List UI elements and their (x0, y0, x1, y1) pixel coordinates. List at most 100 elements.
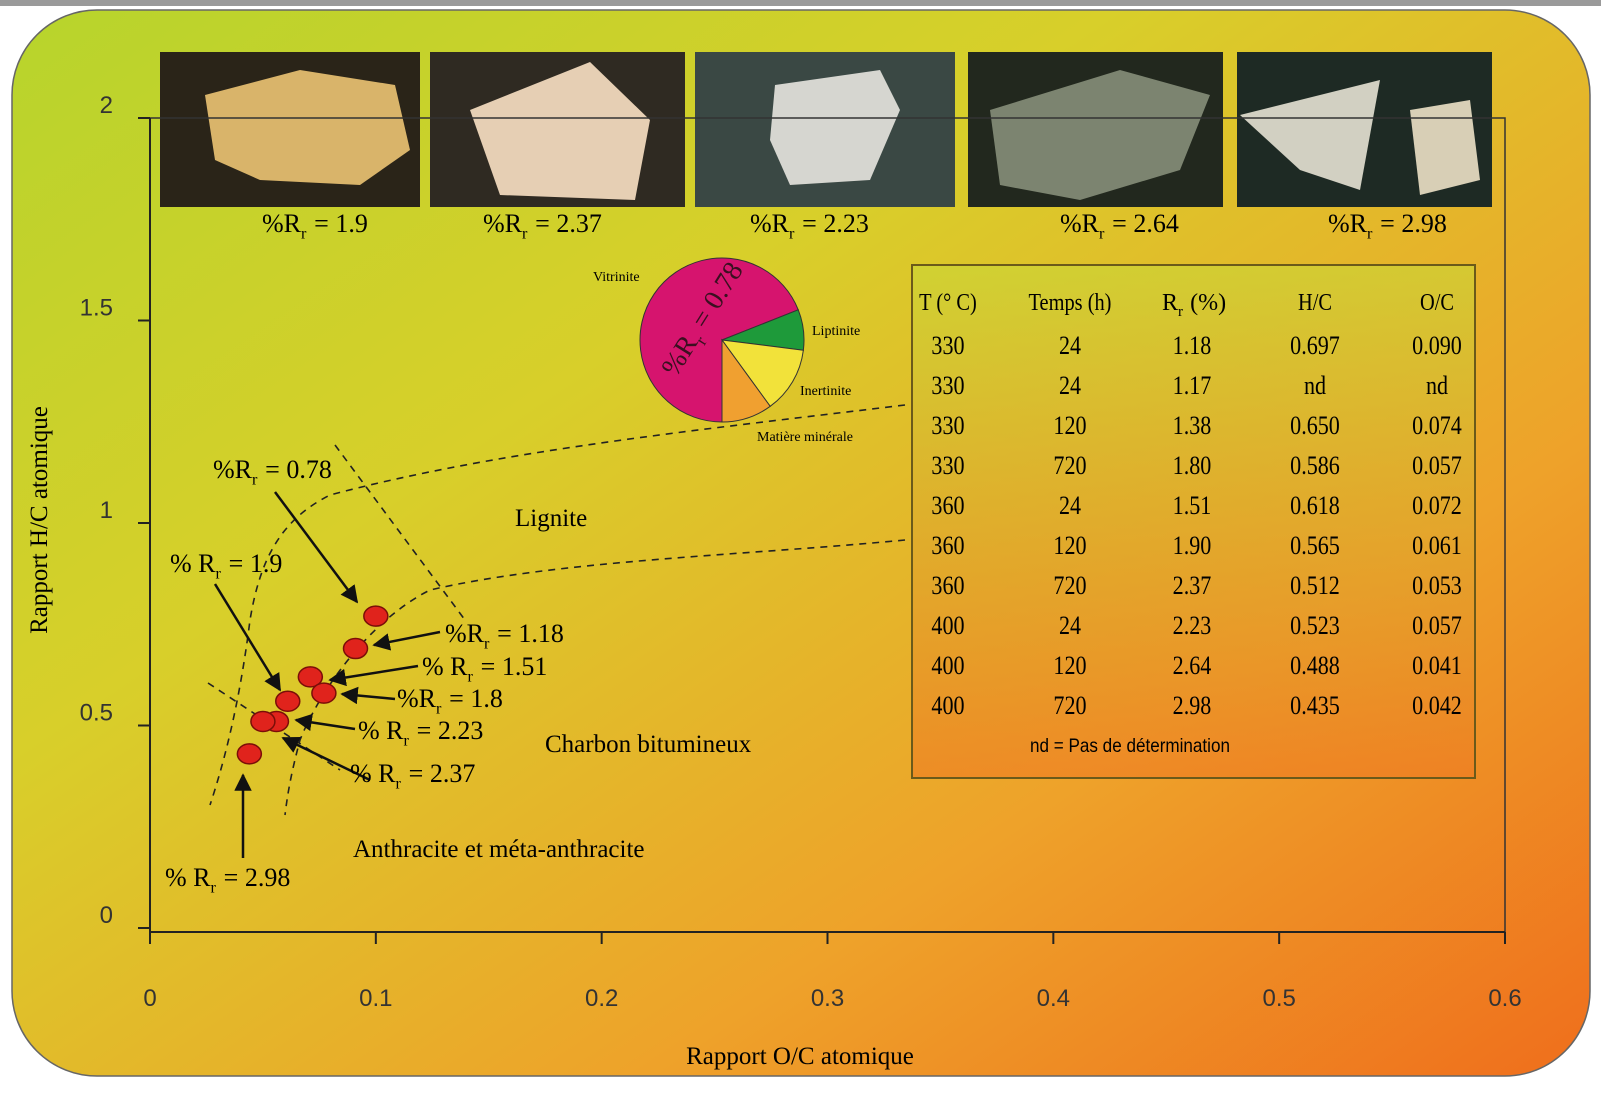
photo-caption-rest: = 2.37 (535, 209, 602, 238)
arrow (372, 630, 441, 651)
table-box (911, 264, 1476, 779)
photo-caption-main: %R (262, 209, 302, 238)
photo-caption-main: %R (750, 209, 790, 238)
table-cell: 0.512 (1290, 572, 1340, 600)
table-cell: 24 (1059, 372, 1081, 400)
table-cell: 2.37 (1173, 572, 1212, 600)
photo-caption-sub: r (789, 226, 795, 243)
photo-caption: %Rr = 2.98 (1328, 209, 1447, 243)
photo-caption: %Rr = 2.23 (750, 209, 869, 243)
table-cell: 720 (1053, 692, 1086, 720)
data-point (250, 710, 276, 733)
point-annotation: %Rr = 0.78 (213, 455, 332, 489)
point-annotation: % Rr = 2.98 (165, 863, 290, 897)
table-cell: 2.64 (1173, 652, 1212, 680)
data-point (342, 637, 369, 660)
y-tick-label: 1.5 (80, 295, 113, 322)
table-cell: 0.090 (1412, 332, 1462, 360)
table-cell: 360 (931, 572, 964, 600)
arrow (213, 583, 282, 692)
data-point (297, 666, 324, 688)
point-annotation-main: % R (170, 549, 216, 578)
table-cell: 1.90 (1173, 532, 1212, 560)
photos (160, 52, 1492, 207)
arrow (328, 664, 419, 687)
photo-caption: %Rr = 2.64 (1060, 209, 1179, 243)
table-cell: 330 (931, 452, 964, 480)
data-point (236, 743, 263, 765)
pie-slice (639, 257, 799, 423)
table-cell: 0.523 (1290, 612, 1340, 640)
table-cell: 1.80 (1173, 452, 1212, 480)
x-tick-label: 0.2 (585, 985, 618, 1012)
region-label: Charbon bitumineux (545, 731, 752, 758)
data-point (275, 690, 301, 712)
photo-caption-sub: r (1367, 226, 1373, 243)
table-cell: 0.041 (1412, 652, 1462, 680)
table-cell: 0.618 (1290, 492, 1340, 520)
photo-grain (205, 70, 410, 185)
table-header: H/C (1298, 288, 1332, 315)
table-cell: 1.51 (1173, 492, 1212, 520)
x-tick-label: 0.6 (1488, 985, 1521, 1012)
table-header-rest: (%) (1190, 290, 1226, 316)
photo-caption: %Rr = 2.37 (483, 209, 602, 243)
data-point (363, 605, 389, 627)
arrow (273, 491, 359, 604)
arrows (213, 491, 441, 858)
x-axis-label: Rapport O/C atomique (686, 1043, 914, 1070)
x-tick-label: 0.4 (1037, 985, 1070, 1012)
point-annotation-rest: = 1.51 (481, 652, 548, 681)
x-tick-label: 0.3 (811, 985, 844, 1012)
point-annotation-sub: r (216, 566, 222, 583)
arrow (281, 736, 371, 782)
point-annotation: % Rr = 2.37 (350, 759, 475, 793)
table-cell: 0.488 (1290, 652, 1340, 680)
table-header: T (° C) (919, 288, 977, 315)
table-cell: 720 (1053, 452, 1086, 480)
pie-slice (721, 338, 771, 423)
photo-grain (1410, 100, 1480, 195)
table-cell: 24 (1059, 492, 1081, 520)
table-header-main: R (1162, 290, 1178, 316)
photo-caption-rest: = 2.64 (1112, 209, 1179, 238)
table-cell: 2.98 (1173, 692, 1212, 720)
point-annotation-main: % R (358, 716, 404, 745)
table-cell: 0.586 (1290, 452, 1340, 480)
table-cell: 0.435 (1290, 692, 1340, 720)
table-cell: 0.057 (1412, 612, 1462, 640)
photo-caption-main: %R (483, 209, 523, 238)
point-annotation-sub: r (211, 880, 217, 897)
table-cell: 0.074 (1412, 412, 1462, 440)
photo-grain (1240, 80, 1380, 190)
top-bar (0, 0, 1601, 6)
photo-caption-rest: = 1.9 (314, 209, 368, 238)
pie-label: Vitrinite (593, 270, 640, 285)
arrow (294, 713, 356, 732)
region-label: Lignite (515, 505, 587, 532)
table-cell: 400 (931, 692, 964, 720)
table-header: Rr (%) (1162, 290, 1226, 320)
table-note: nd = Pas de détermination (1030, 735, 1230, 756)
table-cell: 0.650 (1290, 412, 1340, 440)
photo-caption-sub: r (301, 226, 307, 243)
point-annotation-sub: r (484, 636, 490, 653)
table-cell: 0.053 (1412, 572, 1462, 600)
photo-caption-sub: r (1099, 226, 1105, 243)
table-cell: 2.23 (1173, 612, 1212, 640)
photo-caption: %Rr = 1.9 (262, 209, 368, 243)
point-annotation-rest: = 1.18 (497, 619, 564, 648)
table-header-sub: r (1178, 304, 1183, 320)
pie-slice (720, 339, 804, 408)
table-cell: 24 (1059, 612, 1081, 640)
point-annotation-rest: = 1.8 (449, 684, 503, 713)
point-annotation-rest: = 2.98 (224, 863, 291, 892)
point-annotation-rest: = 2.23 (417, 716, 484, 745)
table-cell: 330 (931, 412, 964, 440)
table-cell: 720 (1053, 572, 1086, 600)
point-annotation-sub: r (252, 472, 258, 489)
pie-label: Matière minérale (757, 430, 853, 445)
point-annotation-main: %R (397, 684, 437, 713)
pie-label: Inertinite (800, 384, 851, 399)
